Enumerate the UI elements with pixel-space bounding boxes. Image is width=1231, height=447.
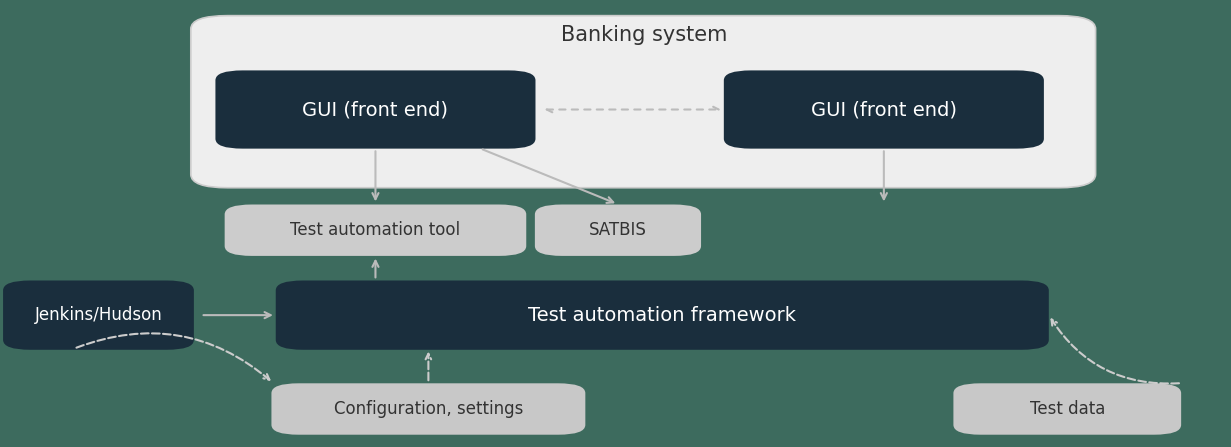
Text: Configuration, settings: Configuration, settings	[334, 400, 523, 418]
FancyBboxPatch shape	[191, 16, 1096, 188]
Text: SATBIS: SATBIS	[588, 221, 648, 239]
Text: Test automation tool: Test automation tool	[291, 221, 460, 239]
FancyBboxPatch shape	[276, 281, 1049, 350]
Text: Test automation framework: Test automation framework	[528, 306, 796, 325]
Text: Test data: Test data	[1029, 400, 1105, 418]
FancyBboxPatch shape	[271, 383, 586, 434]
FancyBboxPatch shape	[224, 205, 526, 256]
FancyBboxPatch shape	[953, 383, 1182, 434]
FancyBboxPatch shape	[4, 281, 193, 350]
FancyBboxPatch shape	[534, 205, 700, 256]
Text: Banking system: Banking system	[560, 25, 728, 45]
FancyBboxPatch shape	[215, 70, 535, 148]
Text: GUI (front end): GUI (front end)	[811, 100, 956, 119]
FancyBboxPatch shape	[724, 70, 1044, 148]
Text: Jenkins/Hudson: Jenkins/Hudson	[34, 306, 162, 324]
Text: GUI (front end): GUI (front end)	[303, 100, 448, 119]
